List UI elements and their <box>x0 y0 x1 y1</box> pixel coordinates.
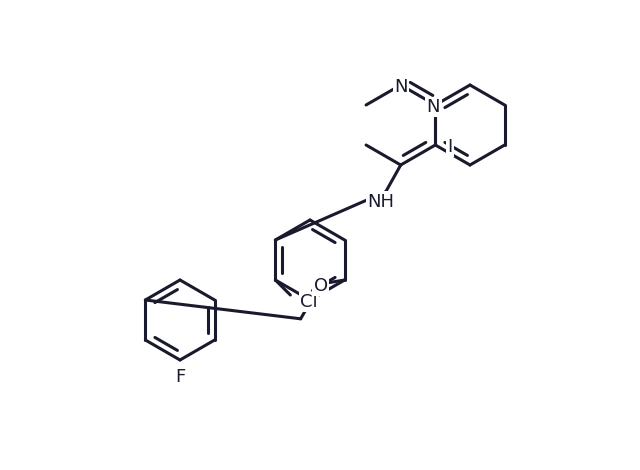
Text: F: F <box>175 368 185 386</box>
Text: I: I <box>447 138 452 156</box>
Text: NH: NH <box>367 193 394 211</box>
Text: O: O <box>314 277 328 295</box>
Text: N: N <box>427 98 440 116</box>
Text: N: N <box>394 78 408 96</box>
Text: Cl: Cl <box>300 293 318 311</box>
